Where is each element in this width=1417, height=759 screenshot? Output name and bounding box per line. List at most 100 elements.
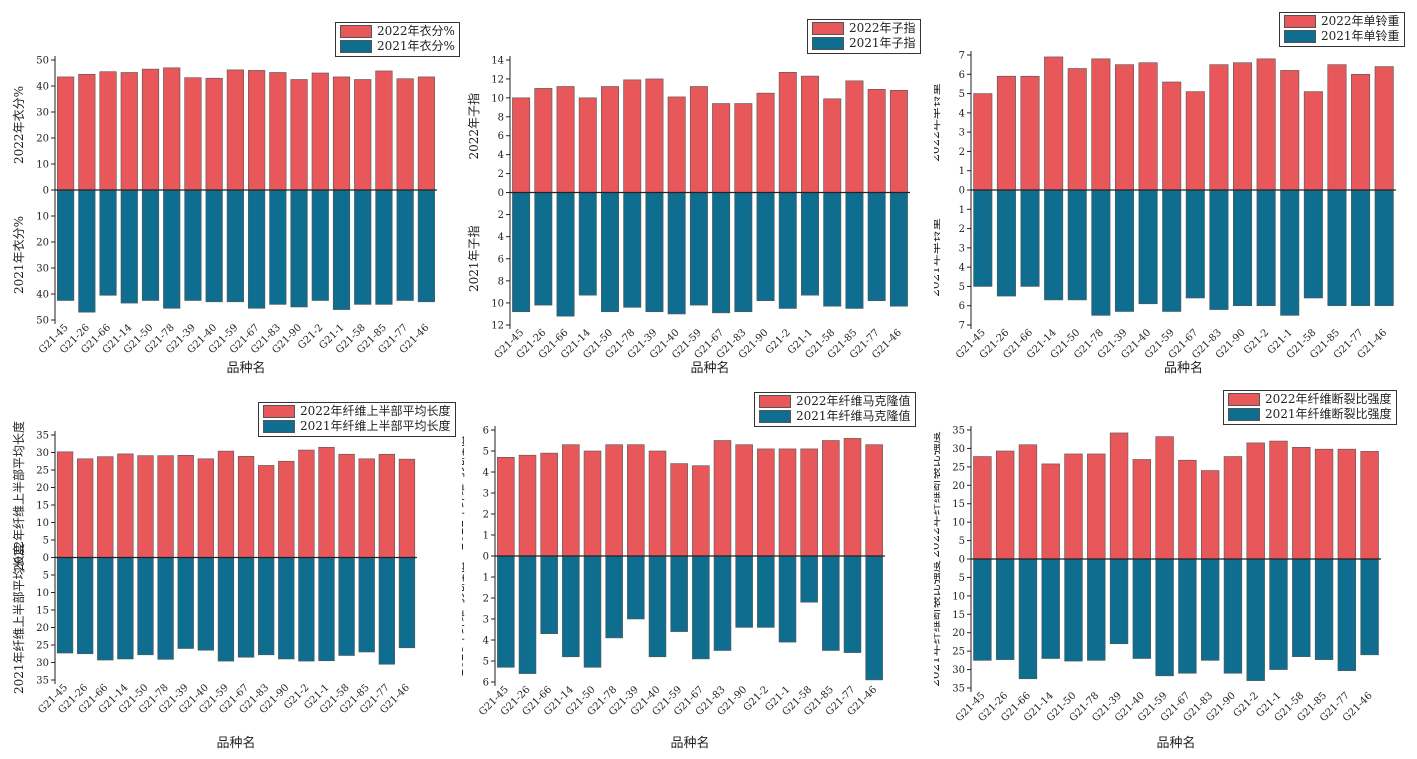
- bar-2021: [1087, 558, 1106, 661]
- y-tick-label: 30: [36, 658, 49, 669]
- bar-2021: [996, 189, 1016, 297]
- bar-2022: [996, 75, 1016, 191]
- legend-item-2021: 2021年衣分%: [340, 39, 455, 54]
- y-tick-label: 5: [483, 657, 489, 668]
- y-tick-label: 4: [483, 468, 489, 479]
- y-tick-label: 2: [483, 594, 489, 605]
- bar-2021: [56, 557, 74, 654]
- bar-2022: [78, 74, 96, 191]
- y-tick-label: 8: [498, 112, 504, 123]
- y-tick-label: 7: [959, 321, 965, 332]
- y-tick-label: 5: [483, 447, 489, 458]
- y-tick-label: 30: [36, 448, 49, 459]
- bar-2022: [801, 75, 819, 193]
- legend: 2022年子指 2021年子指: [807, 19, 921, 54]
- y-tick-label: 30: [952, 444, 965, 455]
- bar-2022: [1018, 444, 1038, 560]
- bar-2022: [57, 76, 75, 191]
- bar-2021: [318, 557, 335, 662]
- y-tick-label: 40: [36, 82, 49, 93]
- legend-item-2021: 2021年纤维马克隆值: [759, 409, 911, 424]
- bar-2022: [601, 86, 619, 193]
- y-tick-label: 30: [952, 665, 965, 676]
- y-tick-label: 12: [491, 74, 504, 85]
- bar-2021: [623, 192, 642, 308]
- legend-item-2021: 2021年单铃重: [1284, 29, 1400, 44]
- bar-2021: [1064, 558, 1083, 662]
- legend-item-2022: 2022年纤维马克隆值: [759, 394, 911, 409]
- bar-2022: [1087, 453, 1106, 560]
- y-axis-label-2021: 2021年纤维马克隆值: [462, 562, 466, 677]
- y-tick-label: 0: [43, 553, 49, 564]
- y-tick-label: 0: [959, 186, 965, 197]
- bar-2021: [78, 189, 96, 313]
- bar-2021: [1109, 558, 1129, 645]
- bar-2021: [226, 189, 244, 303]
- y-tick-label: 6: [498, 254, 504, 265]
- legend-item-2021: 2021年纤维上半部平均长度: [263, 419, 451, 434]
- bar-2022: [375, 70, 393, 191]
- y-tick-label: 20: [952, 628, 965, 639]
- bar-2021: [1351, 189, 1371, 307]
- y-tick-label: 2: [498, 210, 504, 221]
- bar-2022: [398, 458, 416, 558]
- bar-2022: [157, 455, 174, 558]
- y-tick-label: 20: [36, 483, 49, 494]
- bar-2021: [1155, 558, 1174, 677]
- bar-2021: [518, 555, 537, 674]
- bar-2021: [1269, 558, 1288, 670]
- bar-2022: [163, 67, 181, 191]
- bar-2022: [354, 79, 372, 191]
- chart-svg: 510152025303505101520253035G21-45G21-26G…: [11, 421, 417, 751]
- bar-2022: [605, 444, 623, 557]
- bar-2021: [757, 555, 775, 628]
- bar-2022: [417, 76, 435, 191]
- bar-2022: [1185, 91, 1205, 191]
- bar-2021: [278, 557, 295, 660]
- bar-2021: [712, 192, 731, 314]
- bar-2021: [822, 555, 840, 651]
- bar-2022: [1138, 62, 1158, 191]
- bar-2022: [258, 465, 275, 558]
- bar-2021: [184, 189, 202, 301]
- bar-2022: [237, 456, 255, 558]
- bar-2022: [756, 92, 775, 193]
- bar-2021: [1091, 189, 1111, 316]
- y-tick-label: 10: [36, 160, 49, 171]
- bar-2022: [583, 450, 602, 557]
- y-tick-label: 10: [36, 212, 49, 223]
- bar-2021: [1256, 189, 1276, 307]
- legend-swatch: [340, 40, 372, 53]
- bar-2022: [973, 456, 992, 560]
- y-tick-label: 5: [959, 89, 965, 100]
- bar-2021: [97, 557, 114, 661]
- bar-2021: [311, 189, 329, 301]
- bar-2021: [1292, 558, 1311, 657]
- bar-2021: [1233, 189, 1253, 307]
- bar-2021: [601, 192, 619, 313]
- bar-2021: [689, 192, 708, 306]
- y-tick-label: 50: [36, 56, 49, 67]
- y-tick-label: 2: [498, 169, 504, 180]
- legend: 2022年单铃重 2021年单铃重: [1279, 12, 1405, 47]
- bar-2022: [1178, 459, 1197, 560]
- bar-2021: [1132, 558, 1152, 659]
- bar-2022: [1303, 91, 1323, 191]
- y-axis-label-2021: 2021年单铃重: [934, 218, 942, 297]
- bar-2022: [1109, 432, 1129, 560]
- y-tick-label: 6: [498, 131, 504, 142]
- y-axis-label-2021: 2021年子指: [466, 225, 481, 292]
- y-axis-label-2022: 2022年子指: [466, 93, 481, 160]
- legend-label: 2022年纤维断裂比强度: [1265, 392, 1392, 406]
- bar-2021: [1223, 558, 1243, 674]
- y-tick-label: 1: [483, 531, 489, 542]
- bar-2022: [1162, 81, 1182, 191]
- y-tick-label: 6: [959, 70, 965, 81]
- chart-panel-lint-percentage: 10 20 30 40 50 0 10 20 30 40 50 G21-45 G21-26 G21-66 G…: [0, 0, 462, 380]
- bar-2022: [1223, 456, 1243, 560]
- y-axis-label-2022: 2022年纤维马克隆值: [462, 436, 466, 551]
- bar-2021: [338, 557, 355, 656]
- bar-2022: [1044, 56, 1064, 191]
- x-axis-label: 品种名: [216, 735, 255, 751]
